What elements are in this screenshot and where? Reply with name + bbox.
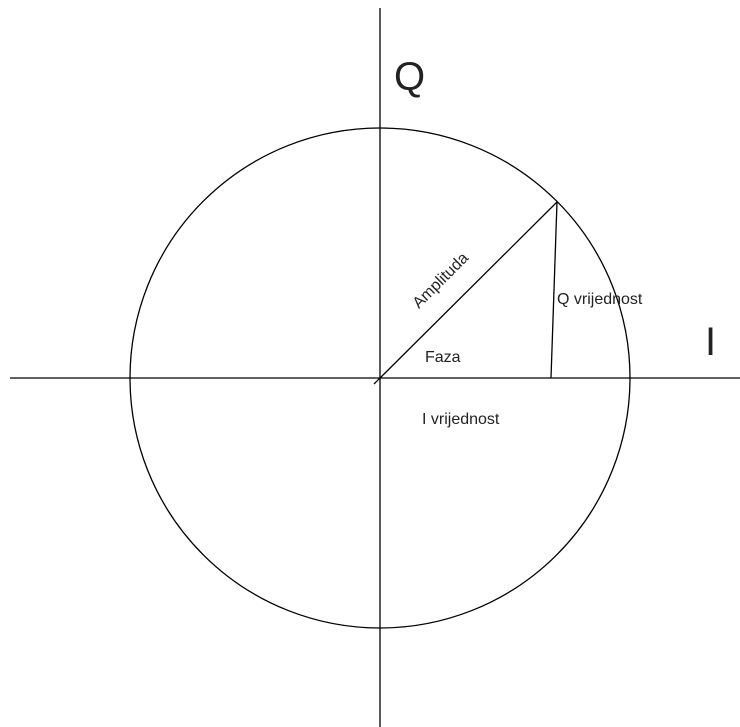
phase-label: Faza <box>425 349 461 366</box>
q-axis-label: Q <box>394 55 425 99</box>
i-value-label: I vrijednost <box>422 411 500 428</box>
amplitude-vector <box>373 201 558 385</box>
q-projection <box>550 201 558 379</box>
q-value-label: Q vrijednost <box>557 291 643 308</box>
amplitude-label: Amplituda <box>410 250 472 312</box>
i-axis-label: I <box>705 320 716 364</box>
